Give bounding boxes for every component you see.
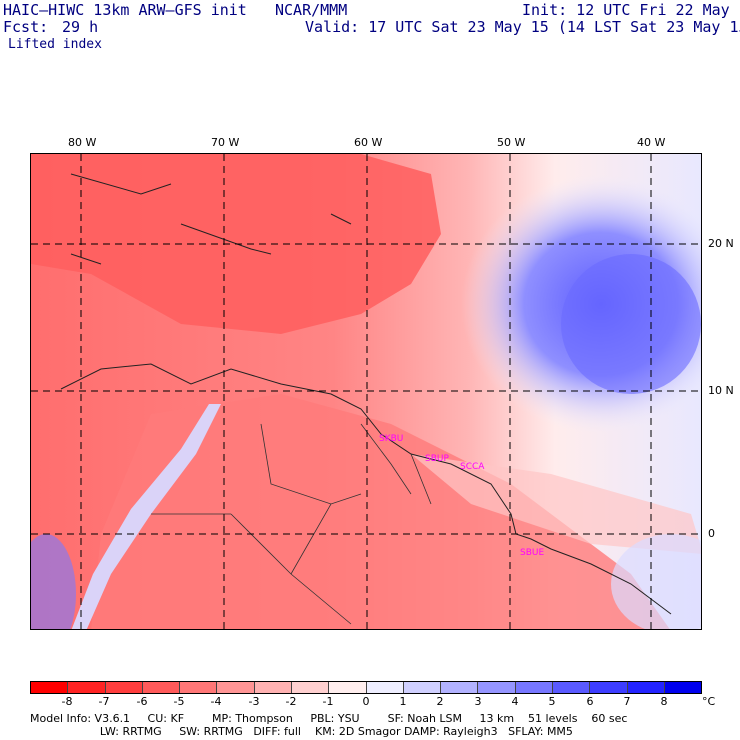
colorbar-tick: 1	[399, 695, 407, 708]
color-swatch	[180, 682, 218, 693]
forecast-hour: 29 h	[62, 18, 99, 36]
valid-time: Valid: 17 UTC Sat 23 May 15 (14 LST Sat …	[305, 18, 740, 36]
colorbar-tick: -1	[322, 695, 334, 708]
color-swatch	[366, 682, 404, 693]
color-scale-bar	[30, 681, 702, 694]
longitude-label-60w: 60 W	[354, 136, 383, 149]
color-swatch	[68, 682, 106, 693]
lifted-index-map: SKBU SBUP SCCA SBUE	[30, 153, 702, 630]
model-title: HAIC–HIWC 13km ARW–GFS init	[3, 1, 247, 19]
color-swatch	[552, 682, 591, 693]
model-info-line1: Model Info: V3.6.1 CU: KF MP: Thompson P…	[30, 712, 628, 725]
colorbar-tick: -5	[173, 695, 185, 708]
model-info-line2: LW: RRTMG SW: RRTMG DIFF: full KM: 2D Sm…	[30, 725, 573, 738]
latitude-label-20n: 20 N	[708, 237, 734, 250]
pacific-stable-region	[31, 534, 76, 629]
color-swatch	[142, 682, 181, 693]
longitude-label-40w: 40 W	[637, 136, 666, 149]
color-swatch	[291, 682, 330, 693]
atlantic-stable-core	[561, 254, 701, 394]
colorbar-tick: -4	[210, 695, 222, 708]
color-swatch	[329, 682, 367, 693]
caribbean-islands-outline	[70, 173, 352, 265]
longitude-label-80w: 80 W	[68, 136, 97, 149]
longitude-gridlines	[80, 154, 652, 629]
southeast-stable-region	[611, 534, 701, 629]
colorbar-tick: -2	[285, 695, 297, 708]
forecast-label: Fcst:	[3, 18, 49, 36]
map-canvas: SKBU SBUP SCCA SBUE	[31, 154, 701, 629]
field-name: Lifted index	[8, 37, 102, 52]
color-swatch	[590, 682, 628, 693]
site-label-skbu: SKBU	[379, 434, 403, 444]
colorbar-tick: -8	[61, 695, 73, 708]
color-swatch	[664, 682, 702, 693]
colorbar-tick: 5	[548, 695, 556, 708]
site-label-sbup: SBUP	[425, 454, 449, 464]
color-swatch	[478, 682, 516, 693]
colorbar-tick: 8	[660, 695, 668, 708]
colorbar-tick: 7	[623, 695, 631, 708]
color-swatch	[217, 682, 255, 693]
andes-stable-ridge	[71, 404, 221, 629]
colorbar-tick: -6	[136, 695, 148, 708]
longitude-label-70w: 70 W	[211, 136, 240, 149]
colorbar-tick: -3	[248, 695, 260, 708]
country-borders	[151, 423, 432, 625]
site-label-scca: SCCA	[460, 462, 485, 472]
organization-label: NCAR/MMM	[275, 1, 348, 19]
color-swatch	[627, 682, 665, 693]
color-swatch	[31, 682, 69, 693]
colorbar-tick: -7	[98, 695, 110, 708]
colorbar-tick: 4	[511, 695, 519, 708]
colorbar-tick: 6	[586, 695, 594, 708]
color-swatch	[403, 682, 442, 693]
color-swatch	[515, 682, 553, 693]
colorbar-unit: °C	[702, 695, 716, 708]
latitude-label-equator: 0	[708, 527, 715, 540]
color-swatch	[105, 682, 143, 693]
color-swatch	[441, 682, 479, 693]
color-swatch	[254, 682, 292, 693]
colorbar-tick: 3	[474, 695, 482, 708]
colorbar-tick: 0	[362, 695, 370, 708]
amazon-unstable-region	[91, 394, 670, 629]
longitude-label-50w: 50 W	[497, 136, 526, 149]
site-label-sbue: SBUE	[520, 548, 544, 558]
latitude-label-10n: 10 N	[708, 384, 734, 397]
south-atlantic-band	[411, 454, 701, 554]
init-time: Init: 12 UTC Fri 22 May 15	[522, 1, 740, 19]
colorbar-tick: 2	[436, 695, 444, 708]
